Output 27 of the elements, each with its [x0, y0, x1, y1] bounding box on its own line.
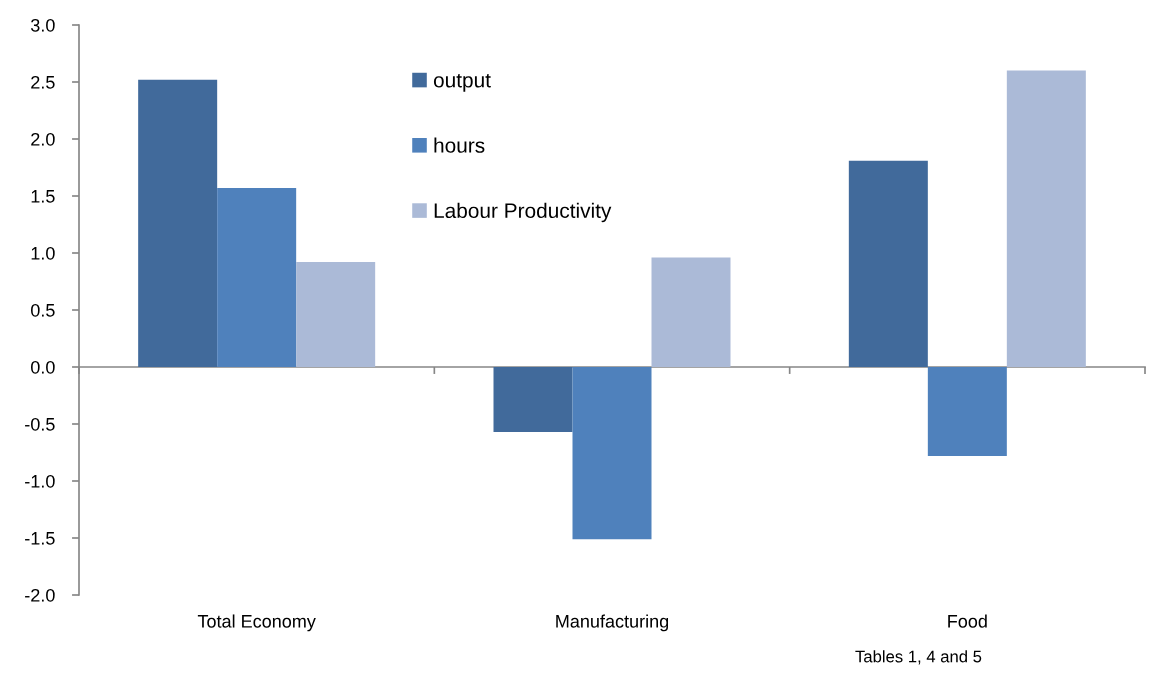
bar	[848, 160, 928, 367]
bar	[927, 367, 1007, 456]
x-tick-label: Total Economy	[197, 614, 316, 632]
y-tick-label: 0.5	[31, 303, 55, 317]
x-tick-label: Food	[948, 614, 987, 628]
text: Tables 1, 4 and 5	[855, 650, 982, 665]
y-tick-label: -1.5	[25, 532, 55, 545]
y-tick-label: -1.0	[25, 474, 55, 488]
legend-label: Labour Productivity	[434, 202, 612, 223]
x-tick-label: Manufacturing	[556, 614, 669, 632]
bar	[651, 257, 731, 367]
y-tick-label: 1.0	[31, 246, 55, 260]
y-tick-label: 1.5	[31, 190, 55, 203]
bar	[217, 188, 297, 367]
bar	[572, 367, 652, 540]
y-tick-label: 2.0	[31, 132, 55, 146]
bar	[138, 79, 218, 367]
y-tick-label: 0.0	[31, 360, 55, 374]
y-tick-label: -2.0	[25, 588, 55, 602]
bar	[1006, 70, 1086, 367]
y-tick-label: 2.5	[31, 75, 55, 89]
bar	[493, 367, 573, 432]
legend-label: hours	[434, 137, 485, 153]
y-tick-label: 3.0	[30, 18, 55, 32]
bar	[296, 262, 376, 367]
legend-label: output	[433, 73, 491, 92]
y-tick-label: -0.5	[25, 417, 55, 431]
